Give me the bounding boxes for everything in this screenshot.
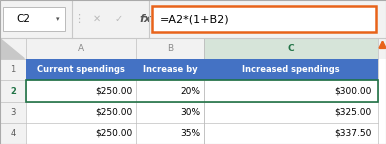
Text: $250.00: $250.00 xyxy=(95,87,132,96)
Text: fx: fx xyxy=(139,14,151,24)
Text: C2: C2 xyxy=(17,14,30,24)
Bar xyxy=(0,38,26,144)
Text: $300.00: $300.00 xyxy=(334,87,372,96)
Text: C: C xyxy=(287,44,294,53)
Polygon shape xyxy=(0,39,24,59)
Text: ⋮: ⋮ xyxy=(73,14,84,24)
Bar xyxy=(152,6,376,32)
Text: $325.00: $325.00 xyxy=(334,108,372,117)
Bar xyxy=(0,38,386,59)
Text: B: B xyxy=(167,44,173,53)
Text: Increase by: Increase by xyxy=(143,65,197,74)
Text: Increased spendings: Increased spendings xyxy=(242,65,339,74)
Text: $250.00: $250.00 xyxy=(95,129,132,138)
Text: 35%: 35% xyxy=(180,129,200,138)
Text: $337.50: $337.50 xyxy=(334,129,372,138)
Text: 3: 3 xyxy=(10,108,16,117)
Text: 30%: 30% xyxy=(180,108,200,117)
Bar xyxy=(3,7,65,31)
Text: 1: 1 xyxy=(10,65,16,74)
Text: A: A xyxy=(78,44,84,53)
Bar xyxy=(0,38,386,144)
Text: ✕: ✕ xyxy=(93,14,101,24)
Bar xyxy=(26,59,378,80)
Text: 4: 4 xyxy=(10,129,16,138)
Text: =A2*(1+B2): =A2*(1+B2) xyxy=(159,14,229,24)
Text: $250.00: $250.00 xyxy=(95,108,132,117)
Bar xyxy=(0,0,386,38)
Text: 2: 2 xyxy=(10,87,16,96)
Bar xyxy=(204,38,378,59)
Bar xyxy=(26,80,378,102)
Text: ✓: ✓ xyxy=(114,14,122,24)
Text: ▾: ▾ xyxy=(56,16,60,22)
Text: Current spendings: Current spendings xyxy=(37,65,125,74)
Text: 20%: 20% xyxy=(180,87,200,96)
